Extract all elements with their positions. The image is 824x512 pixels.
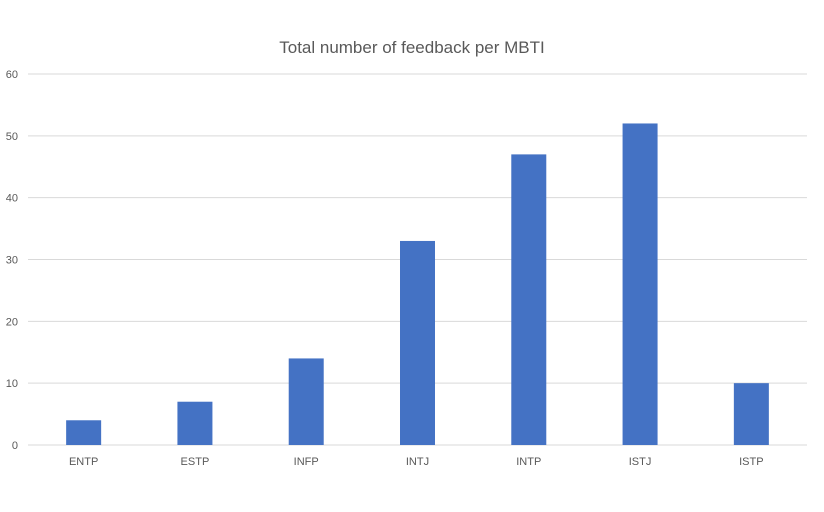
- chart-title: Total number of feedback per MBTI: [279, 38, 545, 57]
- y-tick-label: 20: [6, 316, 18, 328]
- x-tick-label: ISTJ: [629, 456, 652, 468]
- x-tick-label: ISTP: [739, 456, 763, 468]
- bars: [66, 123, 769, 445]
- x-axis-ticks: ENTP ESTP INFP INTJ INTP ISTJ ISTP: [69, 456, 764, 468]
- bar-entp: [66, 420, 102, 445]
- bar-infp: [288, 358, 324, 445]
- y-tick-label: 30: [6, 255, 18, 267]
- x-tick-label: INTJ: [406, 456, 429, 468]
- y-tick-label: 10: [6, 378, 18, 390]
- bar-istj: [622, 123, 658, 445]
- bar-estp: [177, 401, 213, 445]
- bar-istp: [733, 383, 769, 445]
- y-axis-ticks: 0 10 20 30 40 50 60: [6, 69, 18, 452]
- x-tick-label: INTP: [516, 456, 541, 468]
- bar-intj: [400, 240, 435, 445]
- x-tick-label: ESTP: [181, 456, 210, 468]
- bar-intp: [511, 154, 547, 445]
- y-tick-label: 0: [12, 440, 18, 452]
- y-tick-label: 40: [6, 193, 18, 205]
- x-tick-label: INFP: [294, 456, 319, 468]
- y-tick-label: 50: [6, 131, 18, 143]
- y-tick-label: 60: [6, 69, 18, 81]
- x-tick-label: ENTP: [69, 456, 98, 468]
